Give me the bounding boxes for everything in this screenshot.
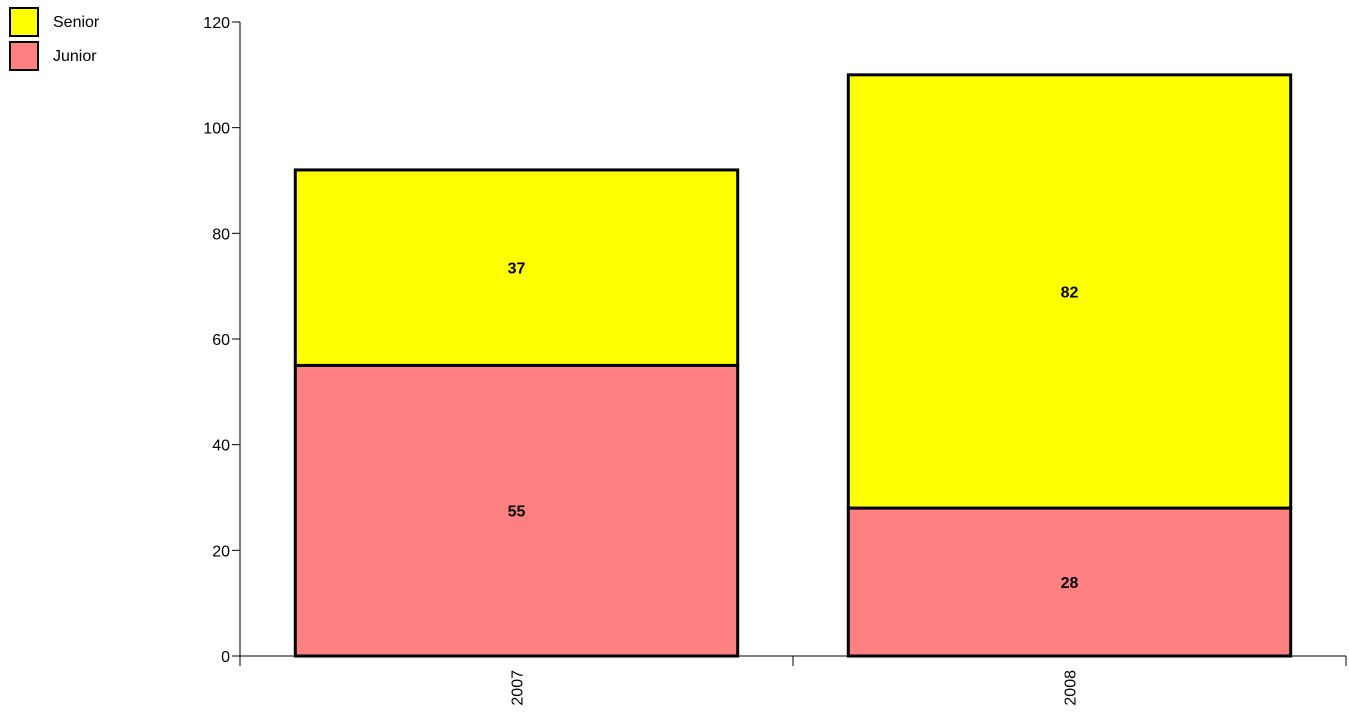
legend-label-junior: Junior <box>53 48 97 65</box>
x-tick-label-2007: 2007 <box>510 670 527 706</box>
y-tick-label: 100 <box>203 121 230 138</box>
y-tick-label: 60 <box>212 332 230 349</box>
data-label-senior-2008: 82 <box>1061 284 1079 301</box>
data-label-senior-2007: 37 <box>508 261 526 278</box>
axes: 0 20 40 60 80 100 120 2007 2008 <box>203 15 1347 706</box>
legend-swatch-junior <box>9 41 39 71</box>
legend: Senior Junior <box>9 7 100 71</box>
y-tick-label: 0 <box>221 649 230 666</box>
legend-label-senior: Senior <box>53 14 100 31</box>
data-label-junior-2007: 55 <box>508 504 526 521</box>
legend-swatch-senior <box>9 7 39 37</box>
y-tick-label: 80 <box>212 226 230 243</box>
y-tick-label: 40 <box>212 438 230 455</box>
data-label-junior-2008: 28 <box>1061 575 1079 592</box>
y-tick-label: 120 <box>203 15 230 32</box>
data-labels: 55 37 28 82 <box>508 261 1079 592</box>
bar-senior-2008 <box>846 73 1293 510</box>
bar-senior-2007 <box>293 168 740 367</box>
bars <box>293 73 1293 658</box>
bar-junior-2007 <box>293 363 740 658</box>
x-tick-label-2008: 2008 <box>1063 670 1080 706</box>
y-tick-label: 20 <box>212 543 230 560</box>
